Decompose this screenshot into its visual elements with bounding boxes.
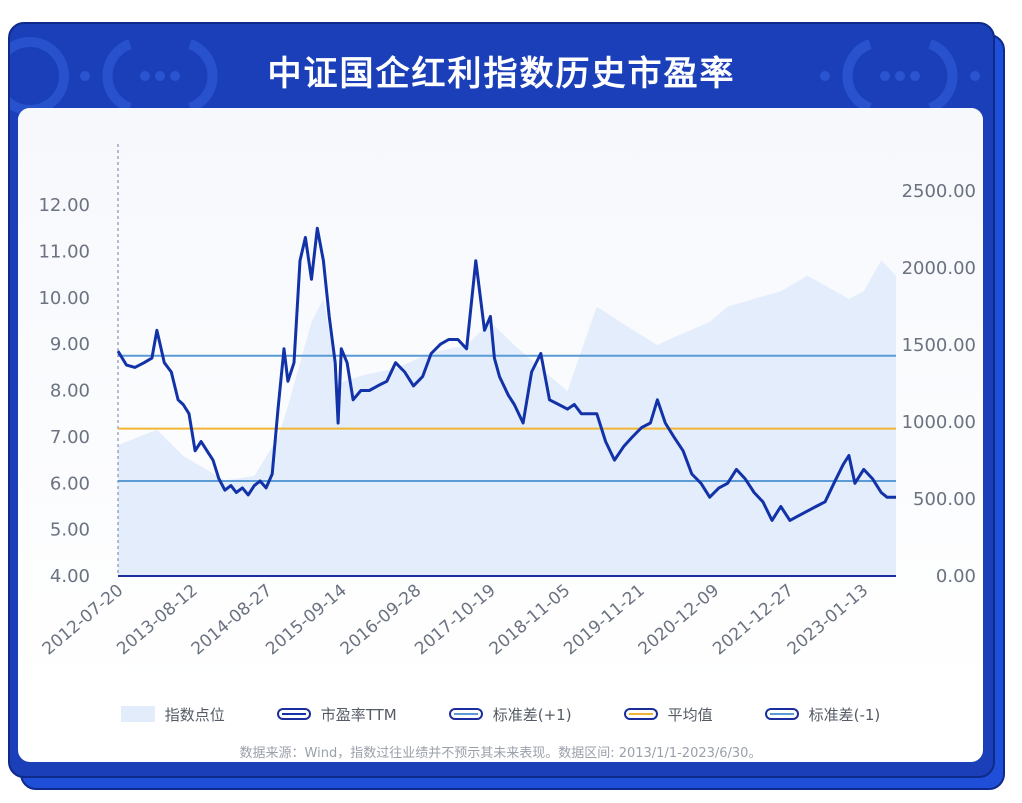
card-frame: 中证国企红利指数历史市盈率 4.00 5.00 6.00 7.00 8.00 9.00 10… <box>8 22 995 778</box>
y-right-tick-label: 0.00 <box>936 566 976 587</box>
legend-label-pe: 市盈率TTM <box>320 705 397 724</box>
legend-item-std-plus: 标准差(+1) <box>448 704 572 725</box>
legend-swatch-mean <box>623 708 658 720</box>
y-right-tick-label: 1500.00 <box>902 335 976 356</box>
legend-label-index: 指数点位 <box>164 705 225 724</box>
y-left-tick-label: 5.00 <box>50 520 90 541</box>
y-right-ticks: 0.00 500.00 1000.00 1500.00 2000.00 2500.00 <box>902 181 976 587</box>
page-title: 中证国企红利指数历史市盈率 <box>267 54 736 94</box>
legend-swatch-pe <box>276 708 311 720</box>
legend-item-pe: 市盈率TTM <box>276 704 397 725</box>
y-left-tick-label: 10.00 <box>38 288 90 309</box>
legend-swatch-std-plus <box>448 708 483 720</box>
legend-swatch-index <box>120 706 155 722</box>
source-note: 数据来源：Wind，指数过往业绩并不预示其未来表现。数据区间: 2013/1/1… <box>239 746 762 761</box>
y-right-tick-label: 1000.00 <box>902 412 976 433</box>
legend-label-std-plus: 标准差(+1) <box>492 705 572 724</box>
legend-item-mean: 平均值 <box>623 704 713 725</box>
legend-label-mean: 平均值 <box>667 705 713 724</box>
y-left-tick-label: 8.00 <box>50 381 90 402</box>
pe-ttm-line <box>116 226 896 522</box>
chart-panel: 4.00 5.00 6.00 7.00 8.00 9.00 10.00 11.00 12.00 0… <box>18 108 983 762</box>
legend-item-std-minus: 标准差(-1) <box>764 704 881 725</box>
legend-swatch-std-minus <box>764 708 799 720</box>
legend-item-index: 指数点位 <box>120 704 225 725</box>
y-left-tick-label: 6.00 <box>50 473 90 494</box>
y-right-tick-label: 2500.00 <box>902 181 976 202</box>
y-left-ticks: 4.00 5.00 6.00 7.00 8.00 9.00 10.00 11.00 12.00 <box>38 195 90 587</box>
legend-label-std-minus: 标准差(-1) <box>808 705 881 724</box>
y-right-tick-label: 500.00 <box>913 489 976 510</box>
y-left-tick-label: 9.00 <box>50 334 90 355</box>
y-left-tick-label: 7.00 <box>50 427 90 448</box>
legend: 指数点位 市盈率TTM 标准差(+1) 平均值 标准差(-1) <box>18 702 983 726</box>
chart-svg: 4.00 5.00 6.00 7.00 8.00 9.00 10.00 11.00 12.00 0… <box>18 108 983 698</box>
y-left-tick-label: 4.00 <box>50 566 90 587</box>
y-left-tick-label: 12.00 <box>38 195 90 216</box>
y-left-tick-label: 11.00 <box>38 241 90 262</box>
index-area <box>118 260 896 576</box>
y-right-tick-label: 2000.00 <box>902 258 976 279</box>
